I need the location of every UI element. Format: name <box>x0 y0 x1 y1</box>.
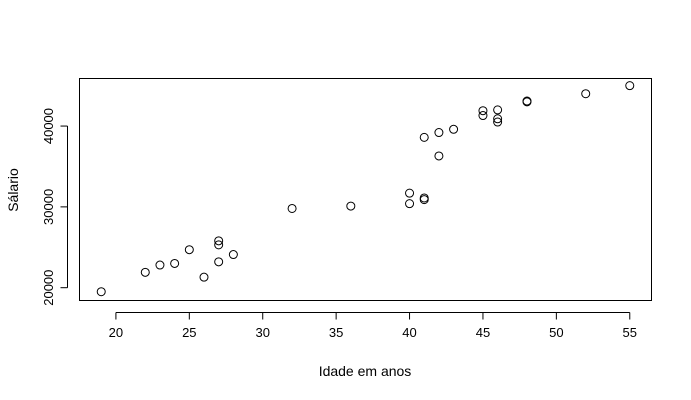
points-layer <box>96 81 635 297</box>
data-point <box>522 96 532 106</box>
y-axis-title: Sálario <box>5 168 21 212</box>
x-tick-label: 25 <box>182 325 196 340</box>
plot-area-box <box>79 78 652 301</box>
data-point <box>170 258 180 268</box>
data-point <box>478 106 488 116</box>
data-point <box>346 201 356 211</box>
x-tick-label: 35 <box>329 325 343 340</box>
data-point <box>214 236 224 246</box>
y-tick-label: 20000 <box>41 270 56 306</box>
data-point <box>405 199 415 209</box>
x-tick-label: 45 <box>476 325 490 340</box>
x-tick-label: 30 <box>255 325 269 340</box>
data-point <box>155 260 165 270</box>
data-point <box>434 128 444 138</box>
data-point <box>140 267 150 277</box>
x-tick-label: 50 <box>549 325 563 340</box>
data-point <box>493 117 503 127</box>
data-point <box>214 240 224 250</box>
data-point <box>493 114 503 124</box>
data-point <box>581 89 591 99</box>
data-point <box>214 257 224 267</box>
data-point <box>419 193 429 203</box>
x-axis: 20 25 30 35 40 45 50 55 <box>109 312 637 340</box>
data-point <box>493 105 503 115</box>
x-tick-label: 40 <box>402 325 416 340</box>
x-tick-label: 20 <box>109 325 123 340</box>
data-point <box>287 203 297 213</box>
data-point <box>184 245 194 255</box>
data-point <box>228 250 238 260</box>
data-point <box>419 132 429 142</box>
data-point <box>478 111 488 121</box>
x-axis-title: Idade em anos <box>319 363 412 379</box>
data-point <box>434 151 444 161</box>
y-tick-label: 40000 <box>41 108 56 144</box>
data-point <box>405 188 415 198</box>
data-point <box>449 124 459 134</box>
data-point <box>96 287 106 297</box>
data-point <box>625 81 635 91</box>
data-point <box>199 272 209 282</box>
x-tick-label: 55 <box>623 325 637 340</box>
y-axis: 20000 30000 40000 <box>41 108 68 306</box>
y-tick-label: 30000 <box>41 189 56 225</box>
